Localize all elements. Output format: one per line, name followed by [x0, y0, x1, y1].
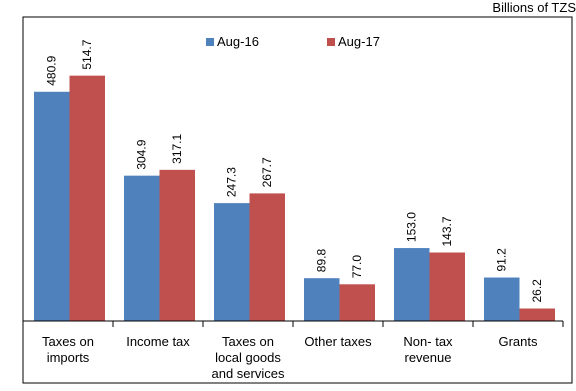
data-label: 267.7 [260, 157, 274, 187]
legend-swatch [206, 38, 214, 46]
category-label-line: imports [47, 350, 90, 365]
bar-aug-16 [304, 278, 340, 321]
bar-aug-16 [124, 176, 160, 321]
category-label: Non- tax revenue [403, 334, 453, 365]
bar-aug-17 [160, 170, 196, 321]
bar-aug-17 [70, 76, 106, 321]
category-label: Income tax [126, 334, 190, 349]
bar-aug-16 [484, 278, 520, 321]
category-label: Taxes on local goods and services [212, 334, 285, 381]
data-label: 91.2 [495, 248, 509, 272]
legend: Aug-16 Aug-17 [206, 34, 380, 49]
data-label: 26.2 [530, 279, 544, 303]
data-labels-group: 480.9 304.9 247.3 89.8 153.0 91.2 514.7 317.1 26… [45, 39, 545, 302]
bar-aug-16 [394, 248, 430, 321]
data-label: 514.7 [80, 39, 94, 69]
bar-aug-16 [214, 203, 250, 321]
legend-label: Aug-17 [338, 34, 380, 49]
data-label: 143.7 [440, 216, 454, 246]
category-label: Other taxes [304, 334, 372, 349]
data-label: 317.1 [170, 133, 184, 163]
category-label-line: revenue [405, 350, 452, 365]
data-label: 153.0 [405, 212, 419, 242]
bar-aug-17 [520, 309, 556, 321]
category-label: Grants [498, 334, 538, 349]
category-label-line: Grants [498, 334, 538, 349]
data-label: 480.9 [45, 55, 59, 85]
bar-aug-16 [34, 92, 70, 321]
data-label: 77.0 [350, 255, 364, 279]
bars-group [34, 76, 555, 321]
bar-aug-17 [430, 253, 466, 321]
legend-swatch [327, 38, 335, 46]
category-label-line: Non- tax [403, 334, 453, 349]
bar-aug-17 [340, 284, 376, 321]
category-label-line: Taxes on [222, 334, 274, 349]
plot-frame [23, 17, 572, 383]
data-label: 89.8 [315, 249, 329, 273]
category-label-line: Other taxes [304, 334, 372, 349]
legend-label: Aug-16 [217, 34, 259, 49]
category-label-line: Income tax [126, 334, 190, 349]
category-label-line: and services [212, 366, 285, 381]
data-label: 247.3 [225, 167, 239, 197]
category-label-line: local goods [215, 350, 281, 365]
category-label: Taxes on imports [42, 334, 94, 365]
bar-aug-17 [250, 193, 286, 321]
category-label-line: Taxes on [42, 334, 94, 349]
data-label: 304.9 [135, 139, 149, 169]
